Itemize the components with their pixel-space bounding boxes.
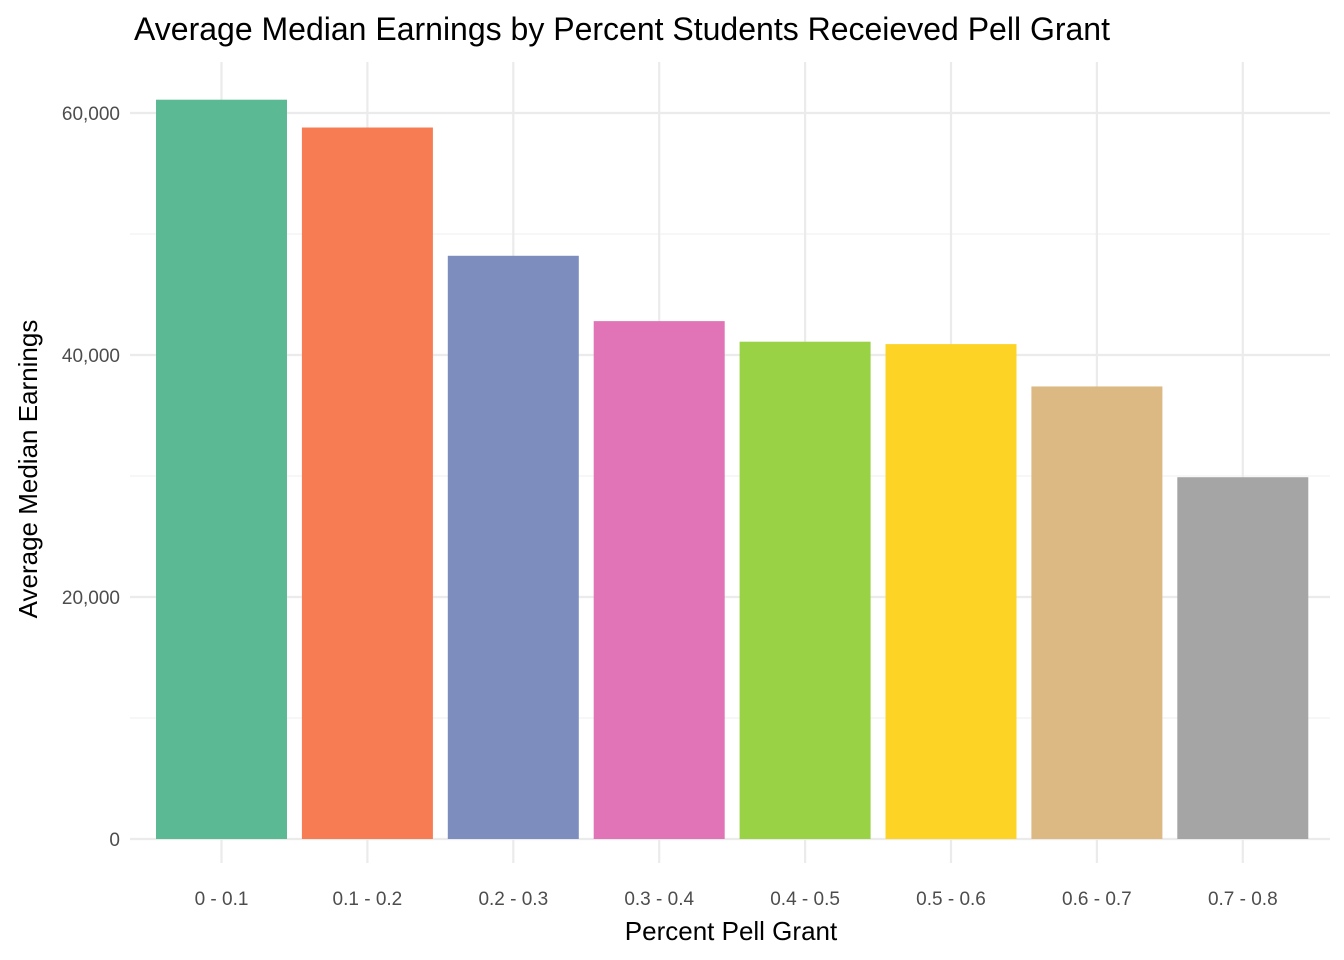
bar <box>739 341 871 839</box>
x-tick-label: 0.7 - 0.8 <box>1208 889 1278 910</box>
y-tick-label: 20,000 <box>62 588 120 609</box>
bar <box>885 344 1017 839</box>
bar <box>301 127 433 839</box>
x-tick-label: 0.2 - 0.3 <box>478 889 548 910</box>
bar <box>1177 477 1309 839</box>
y-tick-label: 40,000 <box>62 346 120 367</box>
x-tick-label: 0.3 - 0.4 <box>624 889 694 910</box>
x-tick-label: 0.1 - 0.2 <box>333 889 403 910</box>
y-tick-label: 60,000 <box>62 104 120 125</box>
x-tick-label: 0.6 - 0.7 <box>1062 889 1132 910</box>
x-axis-tick-labels: 0 - 0.1 0.1 - 0.2 0.2 - 0.3 0.3 - 0.4 0.4 - … <box>195 889 1278 910</box>
y-axis-title: Average Median Earnings <box>13 320 43 619</box>
x-tick-label: 0.4 - 0.5 <box>770 889 840 910</box>
bar <box>156 99 287 839</box>
bar <box>593 321 725 839</box>
y-tick-label: 0 <box>109 830 120 851</box>
x-tick-label: 0 - 0.1 <box>195 889 249 910</box>
bars <box>156 99 1309 839</box>
chart-title: Average Median Earnings by Percent Stude… <box>134 11 1110 47</box>
bar <box>447 255 579 839</box>
x-tick-label: 0.5 - 0.6 <box>916 889 986 910</box>
y-axis-tick-labels: 0 20,000 40,000 60,000 <box>62 104 120 851</box>
bar <box>1031 386 1163 839</box>
x-axis-title: Percent Pell Grant <box>625 916 838 946</box>
